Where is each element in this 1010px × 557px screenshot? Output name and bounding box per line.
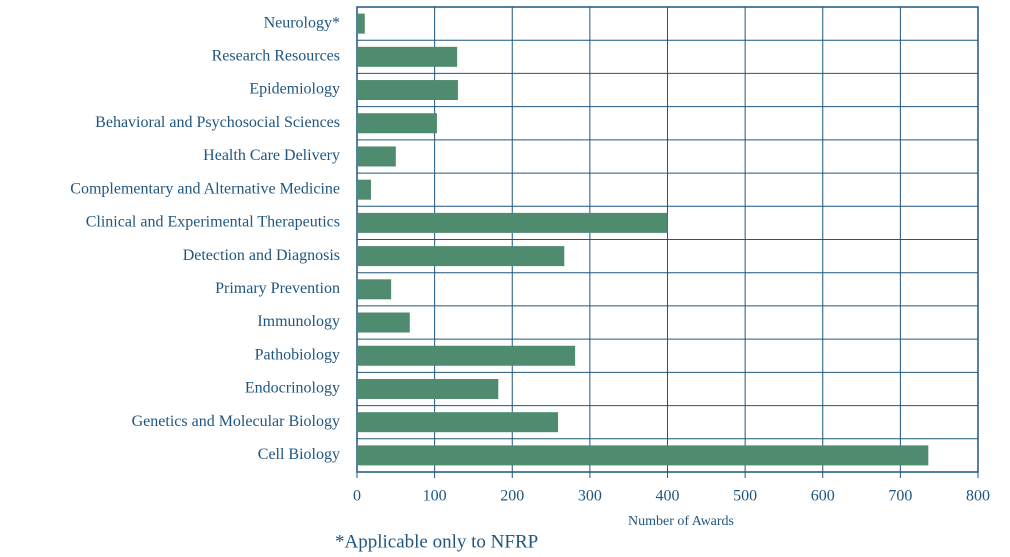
y-tick-label: Endocrinology [245, 380, 340, 397]
x-tick-label: 800 [966, 488, 990, 505]
bar [357, 146, 396, 167]
bar [357, 113, 437, 134]
bar [357, 13, 365, 34]
y-tick-label: Complementary and Alternative Medicine [70, 180, 340, 197]
bar [357, 279, 392, 300]
x-tick-label: 500 [733, 488, 757, 505]
y-tick-label: Primary Prevention [215, 280, 340, 297]
y-tick-label: Pathobiology [255, 346, 340, 363]
y-tick-label: Behavioral and Psychosocial Sciences [95, 114, 340, 131]
x-tick-label: 100 [423, 488, 447, 505]
bar [357, 445, 929, 466]
bar [357, 378, 499, 399]
x-tick-label: 400 [656, 488, 680, 505]
y-tick-label: Immunology [257, 313, 340, 330]
y-tick-label: Genetics and Molecular Biology [132, 413, 340, 430]
bar [357, 80, 458, 101]
y-tick-label: Epidemiology [249, 81, 340, 98]
bar [357, 412, 559, 433]
bar [357, 179, 371, 200]
x-tick-label: 700 [888, 488, 912, 505]
y-tick-label: Neurology* [264, 14, 340, 31]
y-tick-label: Detection and Diagnosis [183, 247, 340, 264]
x-tick-label: 0 [353, 488, 361, 505]
x-tick-label: 200 [500, 488, 524, 505]
y-tick-label: Health Care Delivery [203, 147, 340, 164]
bar [357, 246, 565, 267]
plot-frame [356, 6, 979, 473]
bar [357, 312, 410, 333]
x-tick-label: 300 [578, 488, 602, 505]
y-tick-label: Clinical and Experimental Therapeutics [86, 214, 340, 231]
bar [357, 345, 576, 366]
bar [357, 212, 668, 233]
y-tick-label: Research Resources [212, 47, 340, 64]
y-tick-label: Cell Biology [258, 446, 340, 463]
x-axis-label: Number of Awards [628, 514, 734, 529]
footnote: *Applicable only to NFRP [335, 531, 538, 552]
bar [357, 46, 458, 67]
x-tick-label: 600 [811, 488, 835, 505]
